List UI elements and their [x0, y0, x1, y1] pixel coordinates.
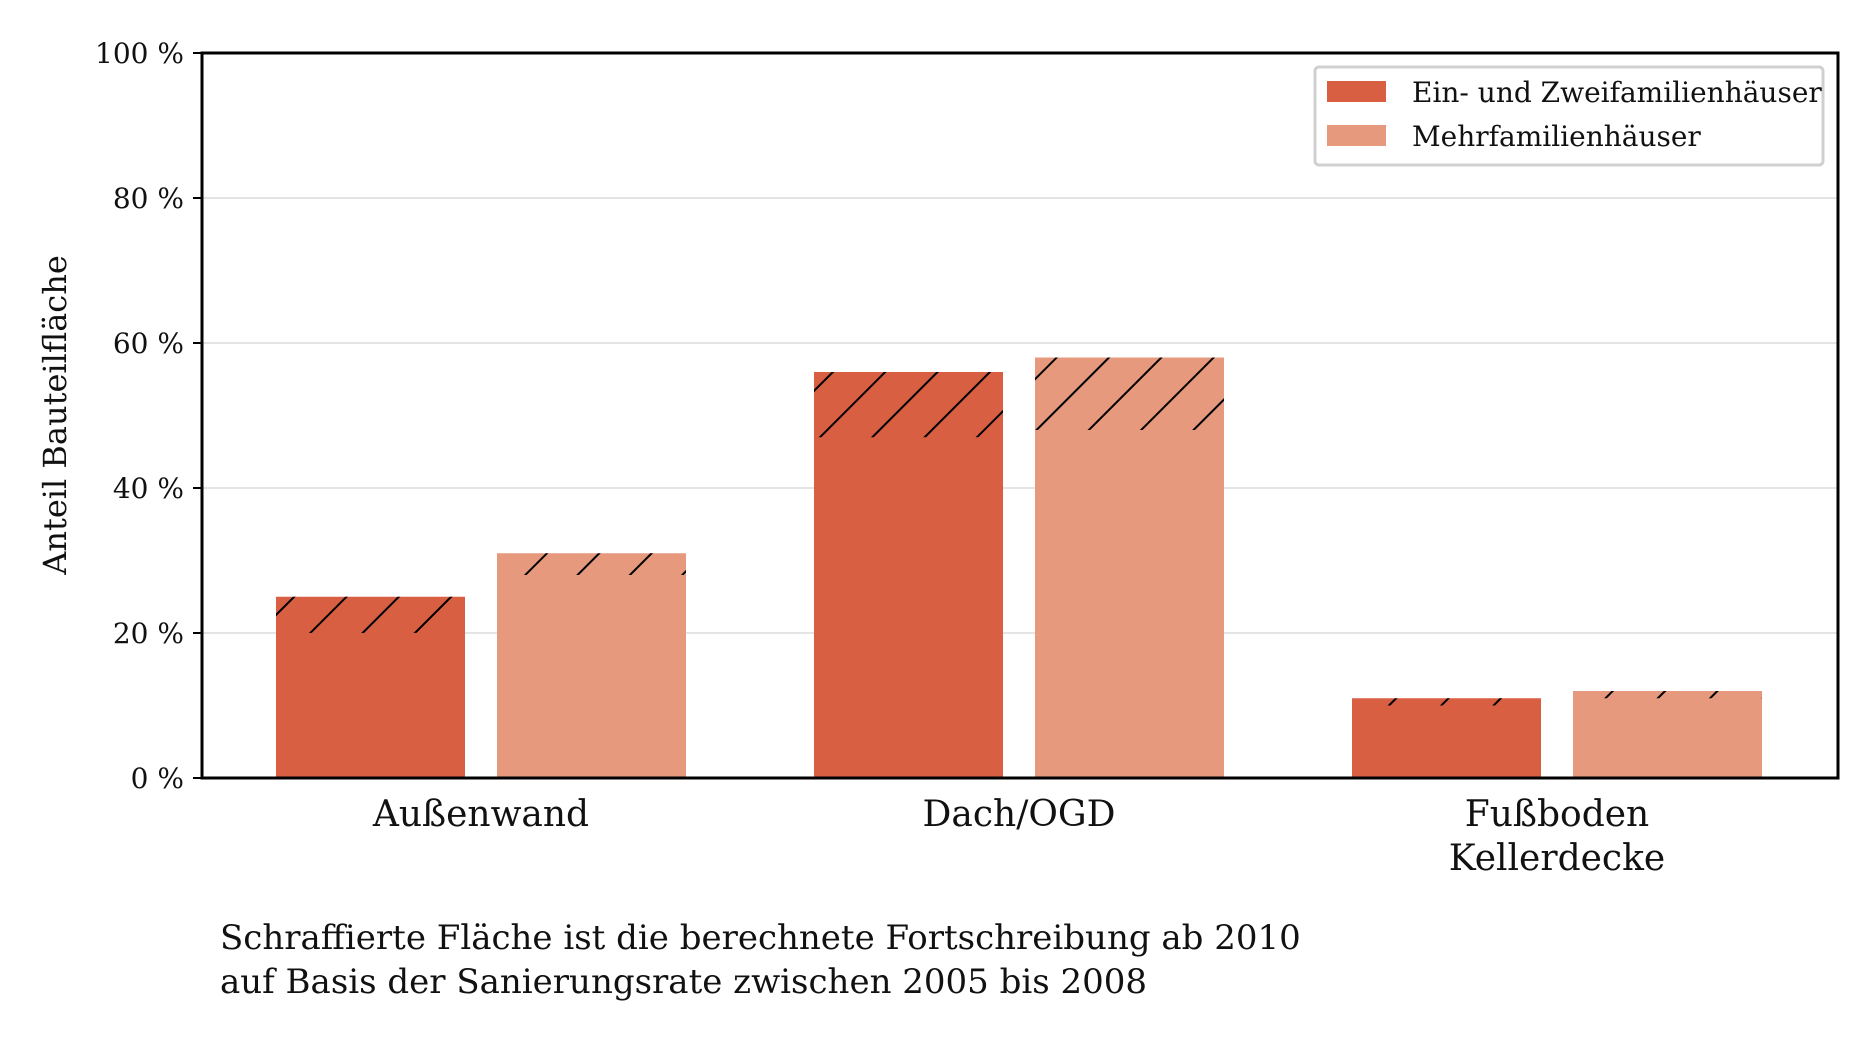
- y-tick-label: 0 %: [131, 762, 184, 795]
- plot-frame: [200, 51, 1840, 780]
- legend-swatch-efh: [1327, 81, 1386, 102]
- y-tick-label: 60 %: [113, 327, 184, 360]
- legend: Ein- und Zweifamilienhäuser Mehrfamilien…: [1313, 65, 1825, 167]
- bar: [1573, 691, 1762, 778]
- x-category-label: Dach/OGD: [923, 794, 1116, 835]
- y-tick-label: 20 %: [113, 617, 184, 650]
- bar-hatched-segment: [1035, 357, 1224, 430]
- y-tick-label: 80 %: [113, 182, 184, 215]
- gridlines: [202, 197, 1838, 634]
- y-axis-title: Anteil Bauteilfläche: [36, 255, 74, 576]
- bar-hatched-segment: [814, 372, 1003, 438]
- bar: [814, 372, 1003, 778]
- bar-hatched-segment: [497, 553, 686, 575]
- y-tick-label: 100 %: [95, 37, 184, 70]
- bar: [1352, 698, 1541, 778]
- footnote-line-2: auf Basis der Sanierungsrate zwischen 20…: [220, 962, 1148, 1002]
- bar-hatched-segment: [1573, 691, 1762, 699]
- bar-hatched-segment: [1352, 698, 1541, 706]
- legend-swatch-mfh: [1327, 125, 1386, 146]
- bar: [497, 553, 686, 778]
- legend-box: [1313, 65, 1825, 167]
- y-axis-ticks: 0 % 20 % 40 % 60 % 80 % 100 %: [95, 37, 202, 795]
- x-category-label: Kellerdecke: [1449, 838, 1665, 879]
- bars: [276, 357, 1762, 778]
- bar-hatched-segment: [276, 596, 465, 633]
- y-tick-label: 40 %: [113, 472, 184, 505]
- footnote: Schraffierte Fläche ist die berechnete F…: [220, 916, 1301, 1004]
- footnote-line-1: Schraffierte Fläche ist die berechnete F…: [220, 918, 1301, 958]
- legend-label-efh: Ein- und Zweifamilienhäuser: [1412, 76, 1822, 109]
- legend-label-mfh: Mehrfamilienhäuser: [1412, 120, 1701, 153]
- x-category-label: Außenwand: [372, 794, 589, 835]
- x-category-label: Fußboden: [1465, 794, 1649, 835]
